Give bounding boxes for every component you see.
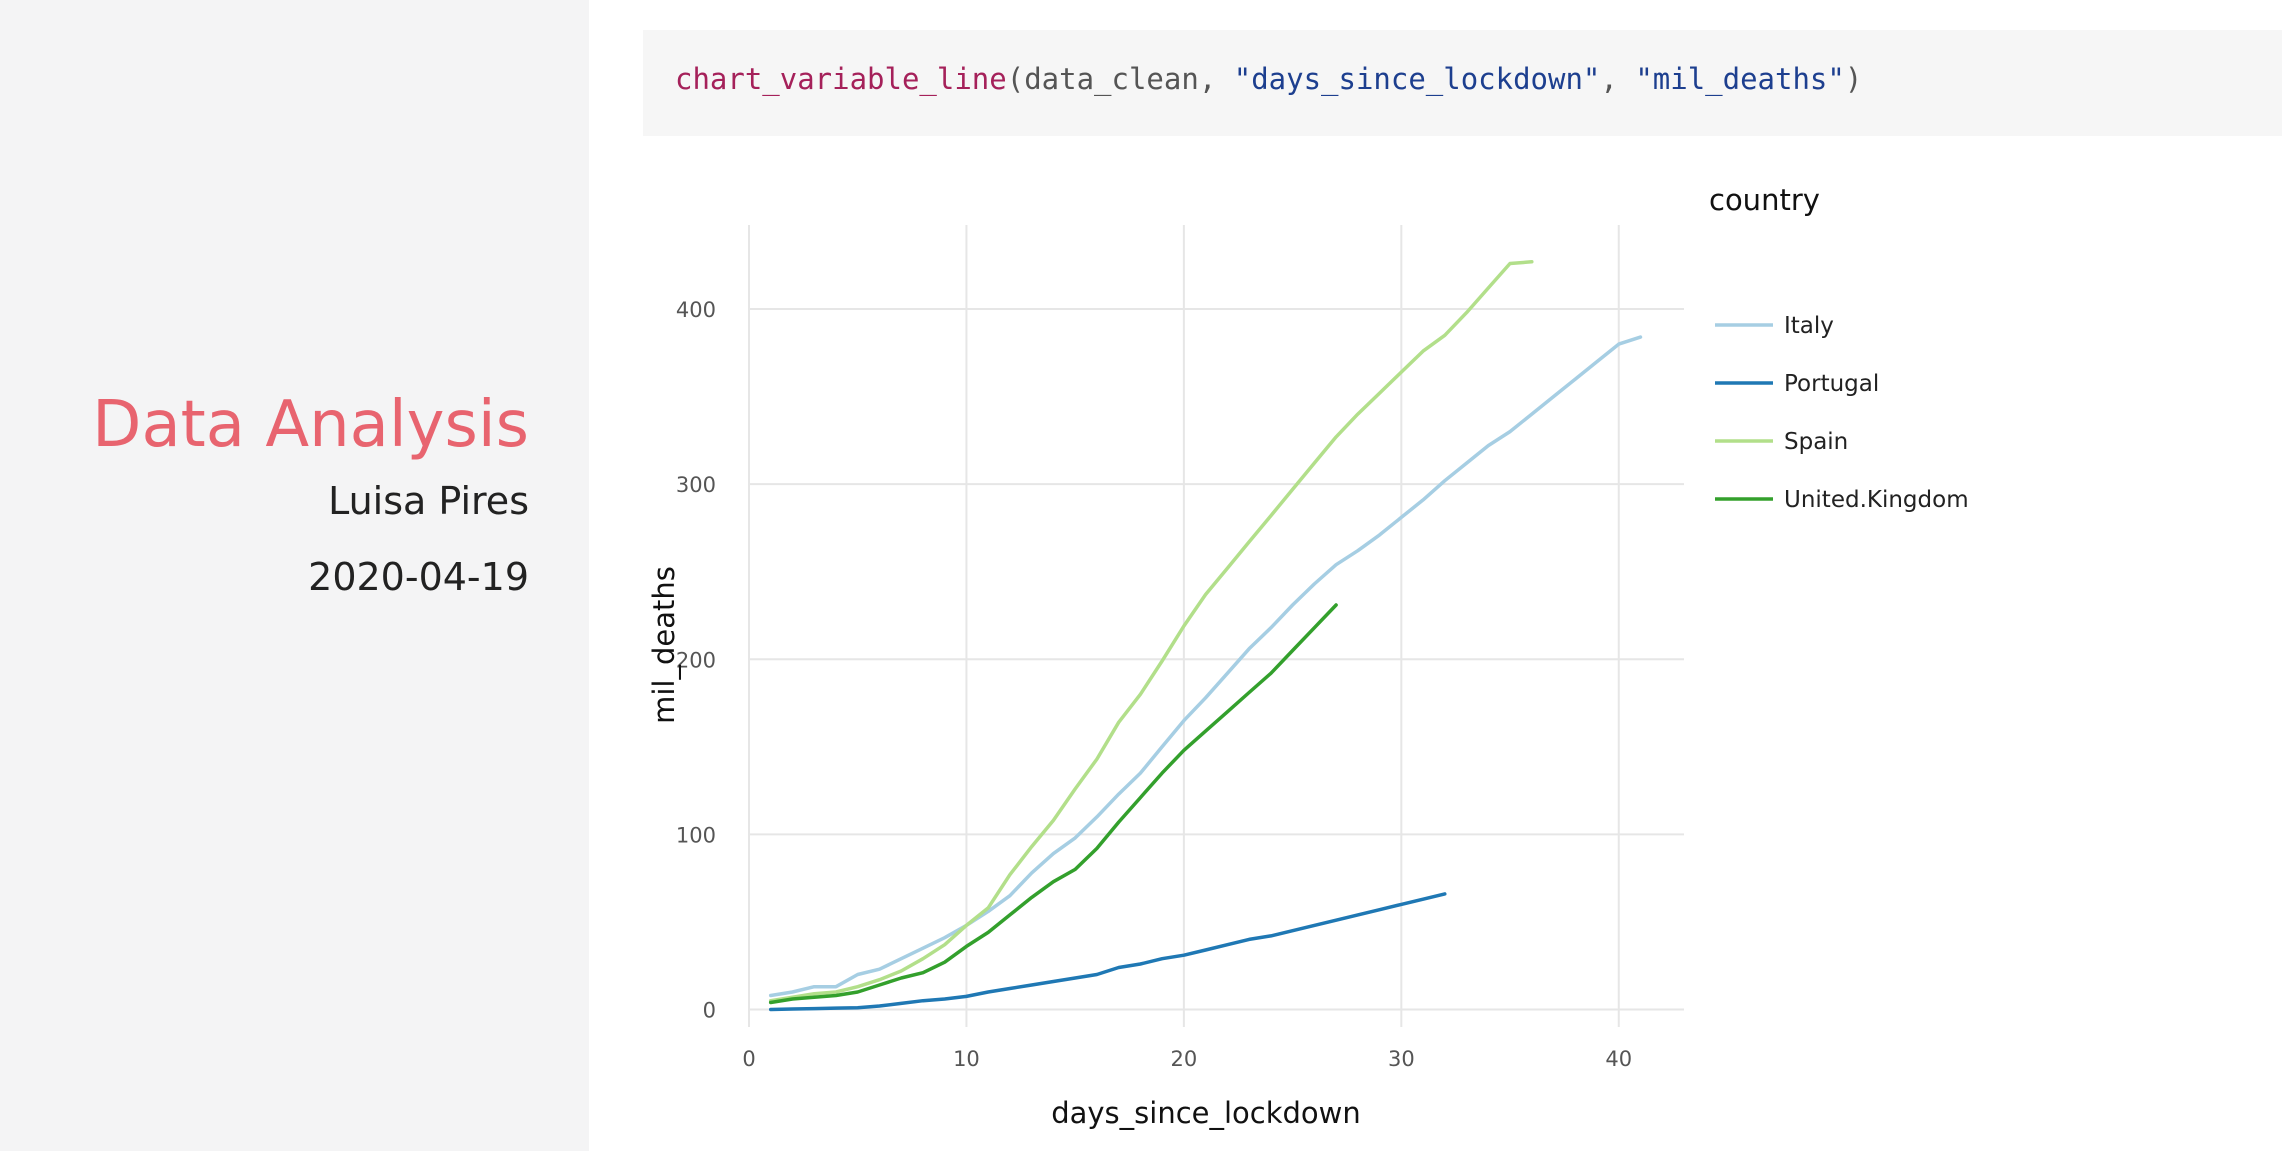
code-separator: ,	[1600, 62, 1636, 96]
legend-item-portugal[interactable]: Portugal	[1715, 371, 1879, 397]
x-tick-label: 20	[1171, 1047, 1198, 1071]
series-line-italy[interactable]	[768, 335, 1643, 998]
legend-label: Portugal	[1784, 371, 1879, 397]
y-tick-label: 200	[676, 648, 716, 672]
legend-item-italy[interactable]: Italy	[1715, 313, 1834, 339]
code-arg-data: data_clean	[1024, 62, 1199, 96]
document-date: 2020-04-19	[308, 555, 529, 599]
legend[interactable]: country Italy Portugal Spain United.Kingdom	[1709, 183, 1969, 513]
legend-item-united-kingdom[interactable]: United.Kingdom	[1715, 487, 1969, 513]
document-title: Data Analysis	[92, 388, 529, 462]
legend-item-spain[interactable]: Spain	[1715, 429, 1848, 455]
x-tick-label: 10	[953, 1047, 980, 1071]
y-tick-label: 300	[676, 473, 716, 497]
legend-title: country	[1709, 183, 1820, 217]
y-tick-label: 0	[703, 998, 716, 1022]
series-line-united-kingdom[interactable]	[768, 603, 1338, 1005]
legend-label: Spain	[1784, 429, 1848, 455]
legend-label: United.Kingdom	[1784, 487, 1969, 513]
code-function: chart_variable_line	[675, 62, 1007, 96]
x-tick-label: 30	[1388, 1047, 1415, 1071]
sidebar: Data Analysis Luisa Pires 2020-04-19	[0, 0, 589, 1151]
code-line: chart_variable_line(data_clean, "days_si…	[675, 62, 1862, 96]
code-separator: ,	[1198, 62, 1234, 96]
series-line-spain[interactable]	[768, 260, 1534, 1003]
series-line-portugal[interactable]	[768, 892, 1447, 1012]
series-layer	[768, 260, 1643, 1012]
legend-label: Italy	[1784, 313, 1834, 339]
x-tick-label: 40	[1605, 1047, 1632, 1071]
code-open-paren: (	[1006, 62, 1025, 96]
y-axis-title: mil_deaths	[647, 566, 681, 724]
grid-layer	[748, 225, 1684, 1027]
x-tick-label: 0	[742, 1047, 755, 1071]
code-close-paren: )	[1844, 62, 1863, 96]
author-name: Luisa Pires	[328, 479, 529, 523]
code-block: chart_variable_line(data_clean, "days_si…	[643, 30, 2282, 136]
y-tick-label: 100	[676, 823, 716, 847]
x-axis-title: days_since_lockdown	[1051, 1096, 1361, 1130]
y-tick-label: 400	[676, 298, 716, 322]
code-arg-y: "mil_deaths"	[1635, 62, 1845, 96]
code-arg-x: "days_since_lockdown"	[1233, 62, 1601, 96]
